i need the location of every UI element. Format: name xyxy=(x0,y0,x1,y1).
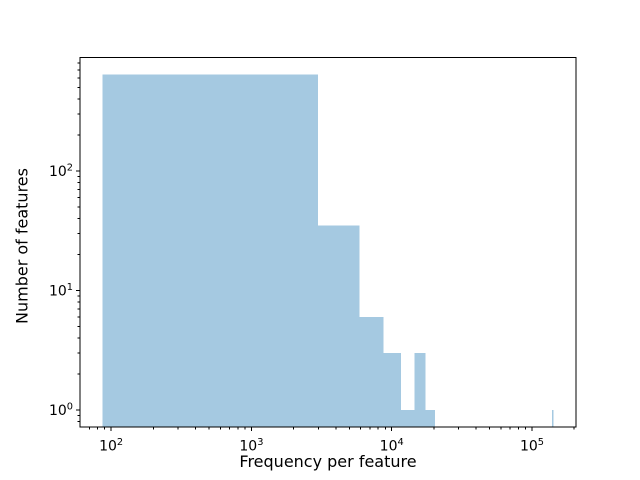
histogram-bar xyxy=(414,353,426,428)
histogram-bar xyxy=(401,410,415,428)
histogram-bar xyxy=(383,353,402,428)
axes-spines xyxy=(79,57,577,428)
histogram-bar xyxy=(317,225,360,428)
histogram-bar xyxy=(102,74,318,428)
histogram-bar xyxy=(425,410,435,428)
y-tick-label: 101 xyxy=(49,282,73,300)
x-axis-label: Frequency per feature xyxy=(239,452,417,471)
histogram-bar xyxy=(359,317,384,428)
y-tick-label: 102 xyxy=(49,162,73,180)
y-axis-label: Number of features xyxy=(12,168,32,324)
y-tick-label: 100 xyxy=(49,401,73,419)
histogram-bar xyxy=(552,410,554,428)
